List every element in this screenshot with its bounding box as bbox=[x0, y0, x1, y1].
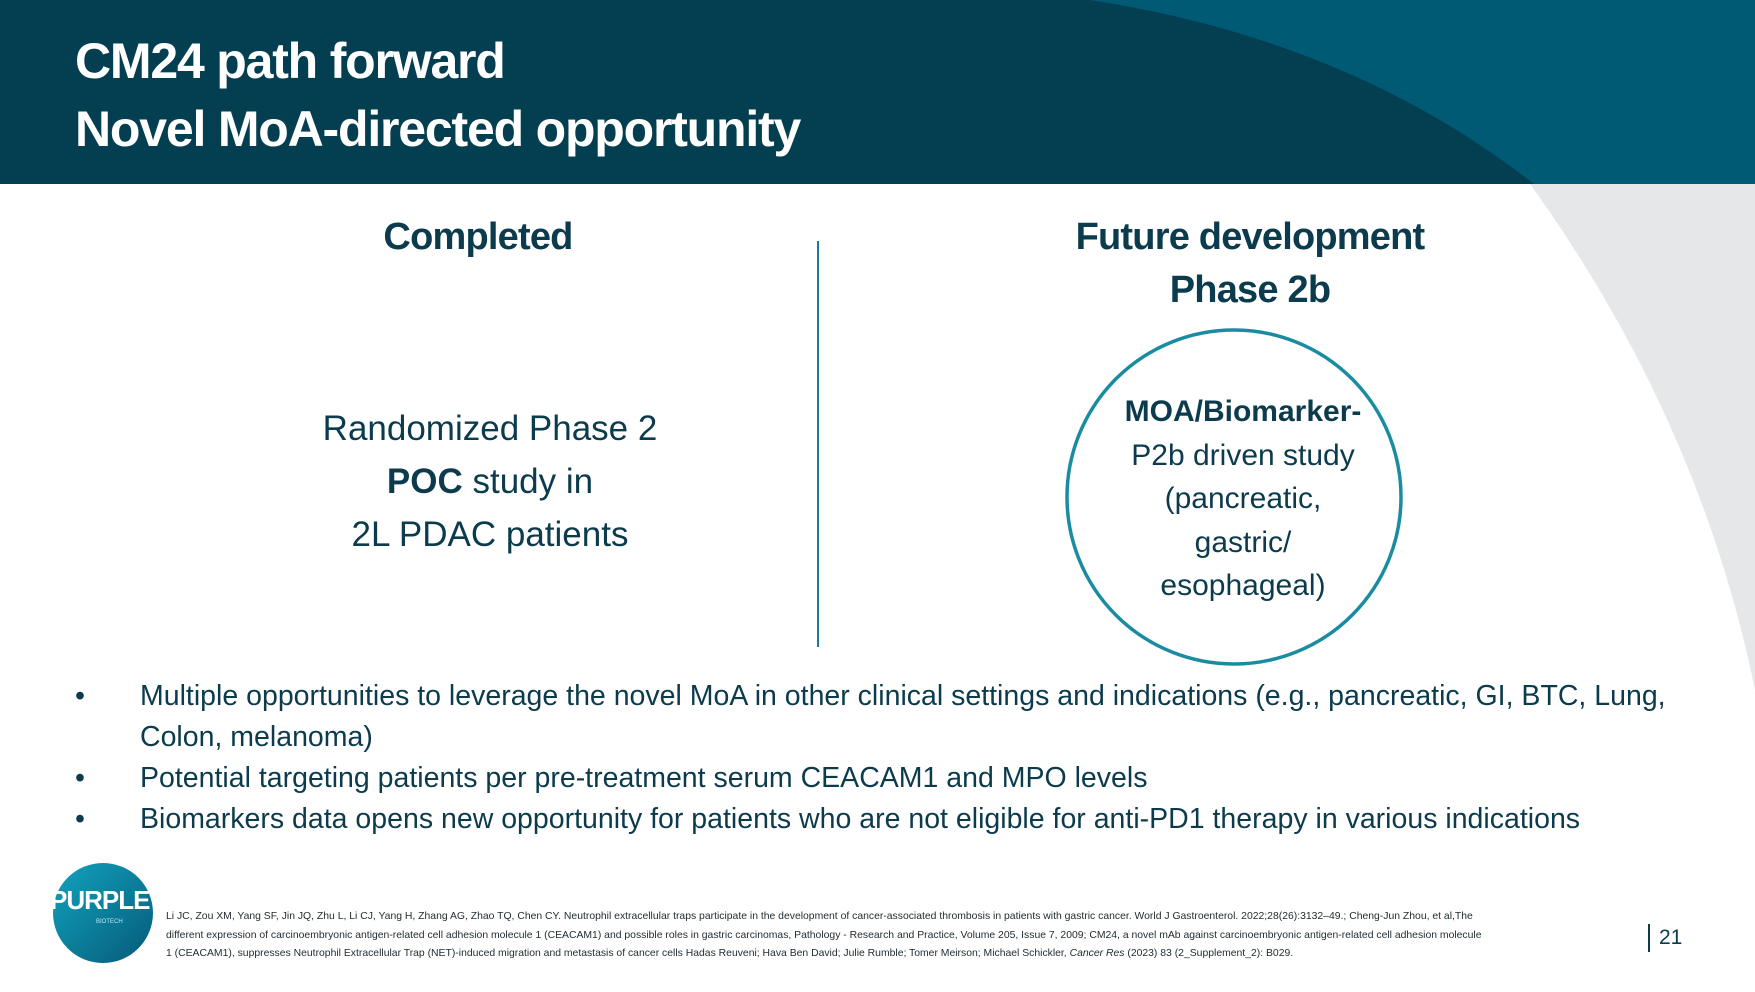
future-heading-line1: Future development bbox=[1075, 216, 1426, 258]
desc-line2: POC study in bbox=[290, 455, 690, 508]
logo-circle bbox=[53, 863, 153, 963]
phase2b-circle bbox=[1065, 328, 1403, 666]
poc-bold: POC bbox=[386, 462, 463, 501]
bullet-item: Biomarkers data opens new opportunity fo… bbox=[73, 799, 1713, 840]
completed-heading: Completed bbox=[383, 216, 573, 258]
footnote-line2: different expression of carcinoembryonic… bbox=[166, 929, 1482, 941]
footnote: Li JC, Zou XM, Yang SF, Jin JQ, Zhu L, L… bbox=[166, 908, 1482, 964]
circle-line3: (pancreatic, bbox=[1164, 482, 1322, 515]
circle-line2: P2b driven study bbox=[1131, 438, 1355, 472]
bullet-item: Multiple opportunities to leverage the n… bbox=[73, 676, 1713, 758]
completed-description: Randomized Phase 2 POC study in 2L PDAC … bbox=[290, 402, 690, 561]
circle-text: MOA/Biomarker- P2b driven study (pancrea… bbox=[1093, 390, 1393, 608]
circle-line1: MOA/Biomarker- bbox=[1124, 395, 1362, 428]
future-heading-line2: Phase 2b bbox=[1169, 269, 1331, 311]
bullet-item: Potential targeting patients per pre-tre… bbox=[73, 758, 1713, 799]
page-number: 21 bbox=[1659, 926, 1683, 949]
journal-name: Cancer Res bbox=[1069, 948, 1125, 959]
footnote-line3-a: 1 (CEACAM1), suppresses Neutrophil Extra… bbox=[166, 948, 1070, 959]
footnote-line1: Li JC, Zou XM, Yang SF, Jin JQ, Zhu L, L… bbox=[166, 911, 1473, 922]
desc-line3: 2L PDAC patients bbox=[351, 515, 629, 554]
title-line2: Novel MoA-directed opportunity bbox=[75, 101, 801, 157]
logo-subtext: BIOTECH bbox=[96, 919, 123, 925]
footnote-line3: 1 (CEACAM1), suppresses Neutrophil Extra… bbox=[166, 945, 1482, 964]
title-line1: CM24 path forward bbox=[75, 33, 506, 89]
footnote-line3-b: (2023) 83 (2_Supplement_2): B029. bbox=[1124, 948, 1294, 959]
logo-text: PURPLE bbox=[50, 885, 150, 915]
page-number-separator bbox=[1648, 924, 1650, 952]
desc-line1: Randomized Phase 2 bbox=[322, 409, 658, 448]
circle-line4: gastric/ bbox=[1194, 525, 1292, 559]
circle-line5: esophageal) bbox=[1160, 569, 1326, 602]
bullet-list: Multiple opportunities to leverage the n… bbox=[73, 676, 1713, 840]
desc-line2-rest: study in bbox=[462, 462, 594, 501]
header-light-curve bbox=[1090, 0, 1755, 184]
gray-arc-decoration bbox=[1530, 184, 1755, 690]
